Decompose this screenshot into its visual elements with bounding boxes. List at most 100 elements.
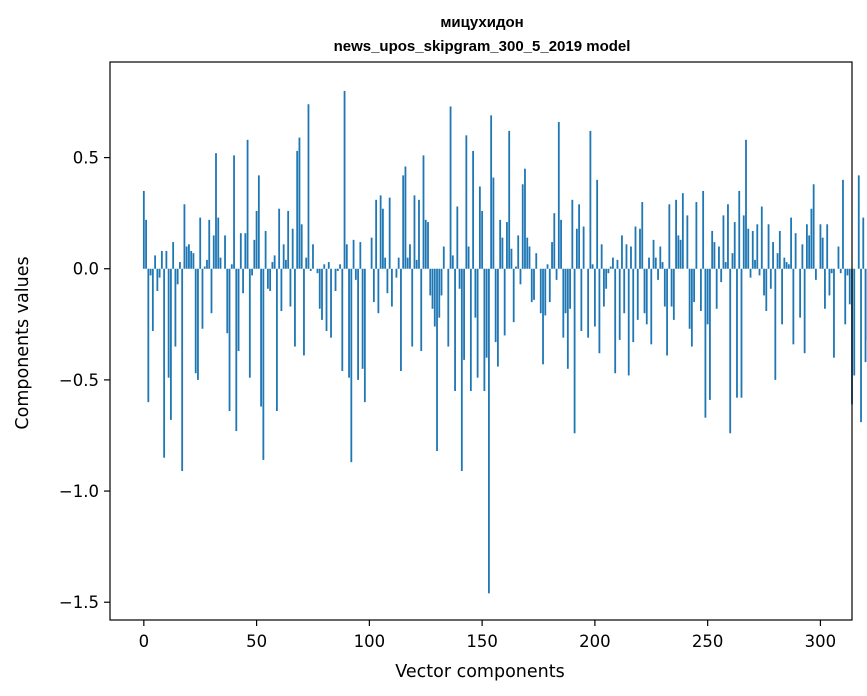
bar: [357, 268, 359, 380]
bar: [627, 268, 630, 376]
plot-frame: [109, 61, 853, 621]
bar: [388, 197, 391, 269]
bar: [497, 268, 499, 367]
bar: [246, 139, 249, 269]
bar: [212, 235, 215, 269]
bar: [271, 262, 274, 269]
bar: [266, 268, 269, 289]
bar: [188, 244, 190, 269]
bar: [733, 222, 736, 269]
bar: [666, 268, 668, 356]
y-axis-ticks: −1.5 −1.0 −0.5 0.0 0.5: [59, 149, 110, 612]
bar: [454, 268, 456, 392]
bar: [799, 268, 802, 318]
bar: [632, 268, 635, 343]
bar: [575, 228, 578, 269]
bar: [864, 268, 867, 363]
bar: [242, 268, 244, 294]
bar: [727, 204, 729, 269]
bar: [564, 268, 567, 314]
bar: [427, 222, 429, 269]
bar: [370, 237, 373, 269]
bar: [325, 268, 328, 331]
bar: [625, 244, 628, 269]
bar: [828, 268, 831, 296]
bar: [623, 268, 626, 314]
bar: [481, 210, 484, 269]
bar: [375, 199, 378, 269]
bar: [589, 130, 592, 269]
bar: [208, 219, 211, 269]
bar: [372, 268, 375, 303]
bar: [776, 253, 779, 269]
bar: [591, 264, 594, 269]
bar: [833, 268, 835, 358]
bar: [330, 268, 332, 338]
x-tick-label: 300: [805, 632, 837, 651]
x-axis-label: Vector components: [395, 662, 564, 682]
bar: [672, 268, 675, 320]
bar: [803, 268, 806, 354]
bar: [411, 268, 414, 347]
bar: [230, 264, 233, 269]
y-tick-label: −1.5: [59, 593, 99, 612]
bar: [634, 226, 637, 269]
x-tick-label: 100: [354, 632, 386, 651]
bar: [573, 268, 576, 434]
bar: [526, 237, 529, 269]
bar: [379, 195, 382, 269]
bar: [185, 246, 188, 269]
bar: [447, 268, 450, 347]
bar: [469, 268, 472, 392]
bar: [519, 268, 522, 285]
bar: [774, 268, 777, 380]
bar: [278, 208, 281, 269]
x-tick-label: 250: [692, 632, 724, 651]
bar: [487, 268, 490, 594]
bar: [740, 268, 743, 398]
bar: [756, 224, 759, 269]
bar: [839, 268, 842, 274]
bar: [282, 244, 285, 269]
bar: [792, 268, 795, 345]
bar: [483, 268, 486, 392]
bar: [226, 268, 229, 334]
bar: [695, 202, 698, 269]
bar: [361, 268, 364, 369]
bar: [307, 104, 310, 269]
bar: [826, 224, 829, 269]
bar: [160, 250, 163, 269]
bar: [154, 255, 157, 269]
bar: [539, 268, 542, 314]
bar: [339, 264, 341, 269]
bar: [562, 268, 565, 338]
bar: [758, 268, 761, 276]
bar: [515, 266, 517, 269]
bar: [420, 268, 423, 352]
bar: [429, 268, 432, 296]
bar: [404, 166, 407, 269]
bar: [391, 268, 393, 307]
bar: [772, 242, 774, 269]
bar: [237, 268, 240, 352]
bar: [456, 206, 459, 269]
bar: [668, 204, 671, 269]
bar: [686, 215, 689, 269]
bar: [334, 268, 337, 291]
bar: [472, 150, 475, 269]
bar: [600, 244, 603, 269]
bar: [528, 246, 531, 269]
bar: [544, 268, 547, 316]
bar: [767, 224, 770, 269]
bar: [571, 199, 574, 269]
bar: [639, 228, 641, 269]
bar: [650, 268, 653, 345]
y-tick-label: 0.0: [73, 260, 99, 279]
bar: [524, 168, 526, 269]
bar: [458, 268, 461, 289]
bar: [257, 175, 260, 269]
bar: [781, 268, 783, 325]
bar: [812, 184, 815, 269]
bar: [343, 90, 346, 269]
